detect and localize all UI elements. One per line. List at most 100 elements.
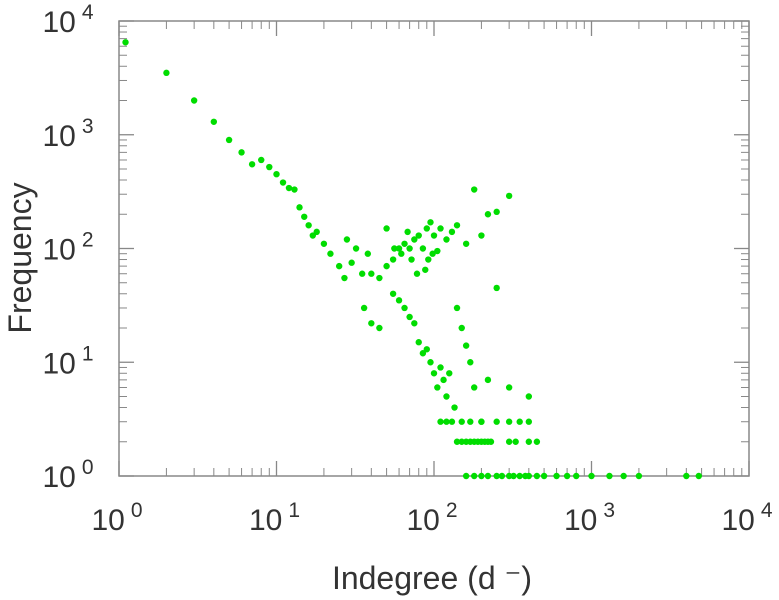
data-point (588, 472, 595, 480)
data-point (437, 364, 444, 371)
data-point (258, 156, 265, 164)
data-point (635, 472, 643, 480)
data-point (440, 376, 447, 384)
data-point (471, 384, 478, 391)
data-point (408, 256, 415, 263)
data-point (415, 232, 422, 239)
data-point (210, 118, 218, 125)
data-point (478, 232, 485, 239)
data-point (335, 262, 343, 270)
data-point (389, 256, 397, 263)
x-tick-label: 10 3 (564, 499, 615, 537)
data-point (358, 270, 366, 277)
data-point (419, 350, 427, 357)
data-point (190, 97, 198, 104)
data-point (266, 163, 273, 171)
data-point (458, 324, 465, 332)
data-point (484, 211, 492, 218)
x-tick-label: 10 2 (406, 499, 457, 537)
data-point (305, 222, 312, 229)
major-ticks (118, 20, 750, 477)
data-point (291, 186, 298, 193)
data-point (413, 270, 421, 277)
data-point (573, 472, 580, 480)
data-point (458, 418, 465, 425)
data-point (540, 472, 548, 480)
plot-area-frame (118, 20, 750, 477)
data-point (683, 472, 690, 480)
data-point (273, 170, 280, 178)
data-point (320, 240, 328, 247)
data-point (462, 472, 470, 480)
data-point (505, 384, 513, 391)
data-point (422, 266, 429, 273)
x-tick-label: 10 0 (91, 499, 142, 537)
data-point (505, 192, 513, 200)
data-point (695, 472, 702, 480)
data-point (430, 232, 438, 239)
data-point (516, 472, 523, 480)
data-point (512, 438, 519, 445)
data-point (505, 438, 513, 445)
data-point (430, 370, 438, 377)
data-point (429, 250, 436, 257)
data-point (376, 274, 383, 282)
data-point (453, 304, 461, 312)
data-point (411, 320, 418, 327)
data-point (348, 259, 355, 266)
data-point (478, 472, 485, 480)
data-point (493, 472, 500, 480)
data-point (163, 69, 170, 77)
data-point (406, 245, 413, 252)
data-point (398, 250, 405, 257)
data-point (510, 472, 517, 480)
data-point (493, 208, 500, 216)
data-point (389, 290, 397, 297)
data-point (434, 384, 441, 391)
data-points (122, 39, 702, 480)
data-point (383, 262, 390, 270)
data-point (343, 236, 351, 243)
minor-ticks (119, 21, 749, 476)
y-axis-label: Frequency (2, 182, 38, 333)
data-point (327, 250, 334, 257)
data-point (411, 236, 418, 243)
data-point (498, 472, 506, 480)
data-point (471, 472, 478, 480)
data-point (533, 438, 541, 445)
y-tick-label: 10 1 (42, 342, 93, 380)
data-point (395, 245, 403, 252)
data-point (606, 472, 613, 480)
data-point (448, 418, 456, 425)
x-tick-label: 10 1 (249, 499, 300, 537)
data-point (467, 359, 474, 366)
data-point (427, 219, 434, 226)
x-tick-label: 10 4 (721, 499, 772, 537)
data-point (493, 418, 500, 425)
data-point (451, 404, 458, 411)
data-point (453, 222, 461, 229)
data-point (484, 472, 492, 480)
data-point (423, 346, 430, 353)
data-point (443, 393, 450, 400)
data-point (453, 438, 461, 445)
data-point (423, 225, 430, 232)
data-point (285, 184, 293, 192)
data-point (533, 472, 541, 480)
data-point (364, 250, 372, 257)
data-point (505, 472, 513, 480)
data-point (553, 472, 560, 480)
data-point (404, 228, 411, 236)
data-point (484, 376, 492, 384)
data-point (279, 179, 287, 186)
data-point (401, 240, 408, 247)
data-point (525, 438, 533, 445)
data-point (360, 304, 368, 312)
data-point (505, 418, 513, 425)
data-point (238, 149, 245, 156)
data-point (525, 472, 533, 480)
data-point (446, 370, 453, 377)
data-point (376, 324, 383, 332)
